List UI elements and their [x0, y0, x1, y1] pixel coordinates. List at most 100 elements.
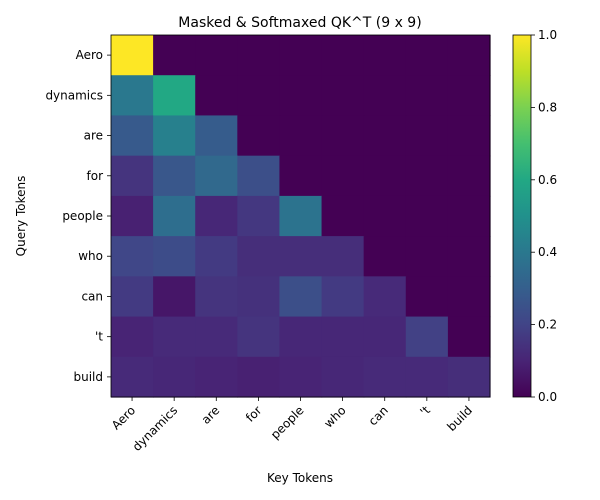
heatmap-cell-8-2 [195, 356, 238, 398]
heatmap-cell-3-5 [321, 155, 365, 197]
heatmap-cell-7-7 [405, 316, 449, 358]
x-tick-label: people [268, 403, 307, 442]
heatmap-cell-0-7 [405, 35, 449, 76]
heatmap-cell-1-3 [237, 75, 281, 117]
heatmap-cell-0-5 [321, 35, 365, 76]
heatmap-cell-1-5 [321, 75, 365, 117]
heatmap-cell-6-7 [405, 276, 449, 318]
colorbar [512, 34, 532, 398]
heatmap-cell-6-2 [195, 276, 238, 318]
x-tick-label: are [199, 403, 223, 427]
y-tick-label: for [87, 169, 104, 183]
heatmap-cell-5-1 [153, 236, 196, 277]
y-tick-label: who [78, 249, 103, 263]
heatmap-cell-2-6 [363, 115, 407, 157]
colorbar-tick-label: 0.8 [538, 100, 557, 114]
heatmap-cell-0-3 [237, 35, 281, 76]
x-tick-label: build [444, 403, 475, 434]
heatmap-cell-6-5 [321, 276, 365, 318]
heatmap-cell-5-5 [321, 236, 365, 277]
colorbar-tick-label: 0.6 [538, 173, 557, 187]
heatmap-cell-2-0 [111, 115, 154, 157]
heatmap-cell-7-5 [321, 316, 365, 358]
heatmap-cell-8-3 [237, 356, 281, 398]
x-axis-label: Key Tokens [267, 471, 333, 485]
heatmap-cell-3-4 [279, 155, 323, 197]
x-tick-label: for [243, 403, 265, 425]
x-tick-label: 't [417, 403, 433, 419]
x-tick-label: Aero [109, 403, 138, 432]
heatmap-cells [111, 35, 491, 398]
colorbar-tick-label: 0.2 [538, 318, 557, 332]
x-tick-label: who [321, 403, 348, 430]
y-tick-label: build [73, 370, 103, 384]
y-tick-label: are [84, 129, 103, 143]
heatmap-cell-7-3 [237, 316, 281, 358]
y-tick-label: dynamics [45, 88, 103, 102]
heatmap-cell-4-4 [279, 195, 323, 237]
heatmap-cell-1-8 [447, 75, 491, 117]
y-tick-label: Aero [76, 48, 103, 62]
y-axis: Aero dynamics are for people who can 't build [45, 48, 111, 384]
heatmap-cell-3-1 [153, 155, 196, 197]
heatmap-cell-7-1 [153, 316, 196, 358]
heatmap-cell-3-2 [195, 155, 238, 197]
heatmap-cell-2-7 [405, 115, 449, 157]
x-tick-label: dynamics [130, 403, 181, 454]
heatmap-cell-8-6 [363, 356, 407, 398]
heatmap-cell-2-1 [153, 115, 196, 157]
heatmap-cell-8-8 [447, 356, 491, 398]
heatmap-cell-1-0 [111, 75, 154, 117]
heatmap-cell-6-1 [153, 276, 196, 318]
heatmap-cell-8-0 [111, 356, 154, 398]
heatmap-cell-4-1 [153, 195, 196, 237]
heatmap-cell-8-5 [321, 356, 365, 398]
heatmap-cell-8-7 [405, 356, 449, 398]
heatmap-cell-2-2 [195, 115, 238, 157]
y-tick-label: can [81, 289, 103, 303]
heatmap-cell-3-6 [363, 155, 407, 197]
heatmap-cell-1-1 [153, 75, 196, 117]
colorbar-ticks: 0.0 0.2 0.4 0.6 0.8 1.0 [531, 28, 557, 404]
heatmap-cell-1-2 [195, 75, 238, 117]
heatmap-cell-4-8 [447, 195, 491, 237]
heatmap-cell-2-4 [279, 115, 323, 157]
heatmap-cell-6-3 [237, 276, 281, 318]
heatmap-cell-0-0 [111, 35, 154, 76]
heatmap-cell-4-6 [363, 195, 407, 237]
heatmap-cell-4-2 [195, 195, 238, 237]
heatmap-cell-3-0 [111, 155, 154, 197]
heatmap-cell-4-3 [237, 195, 281, 237]
heatmap-cell-6-4 [279, 276, 323, 318]
heatmap-cell-5-8 [447, 236, 491, 277]
heatmap-cell-5-3 [237, 236, 281, 277]
colorbar-tick-label: 0.0 [538, 390, 557, 404]
heatmap-cell-4-5 [321, 195, 365, 237]
heatmap-cell-7-0 [111, 316, 154, 358]
heatmap-cell-1-7 [405, 75, 449, 117]
y-tick-label: 't [95, 330, 103, 344]
heatmap-cell-7-2 [195, 316, 238, 358]
heatmap-cell-1-4 [279, 75, 323, 117]
heatmap-cell-5-7 [405, 236, 449, 277]
heatmap-cell-2-3 [237, 115, 281, 157]
heatmap-cell-4-7 [405, 195, 449, 237]
heatmap-cell-8-1 [153, 356, 196, 398]
heatmap-cell-5-4 [279, 236, 323, 277]
y-tick-label: people [62, 209, 103, 223]
chart-title: Masked & Softmaxed QK^T (9 x 9) [178, 15, 421, 31]
heatmap-cell-4-0 [111, 195, 154, 237]
y-axis-label: Query Tokens [14, 176, 28, 257]
x-tick-label: can [366, 403, 391, 428]
heatmap-cell-3-8 [447, 155, 491, 197]
heatmap-cell-5-0 [111, 236, 154, 277]
heatmap-cell-0-2 [195, 35, 238, 76]
heatmap-cell-0-6 [363, 35, 407, 76]
heatmap-cell-8-4 [279, 356, 323, 398]
heatmap-cell-6-0 [111, 276, 154, 318]
heatmap-cell-6-6 [363, 276, 407, 318]
heatmap-cell-5-6 [363, 236, 407, 277]
heatmap-cell-0-1 [153, 35, 196, 76]
